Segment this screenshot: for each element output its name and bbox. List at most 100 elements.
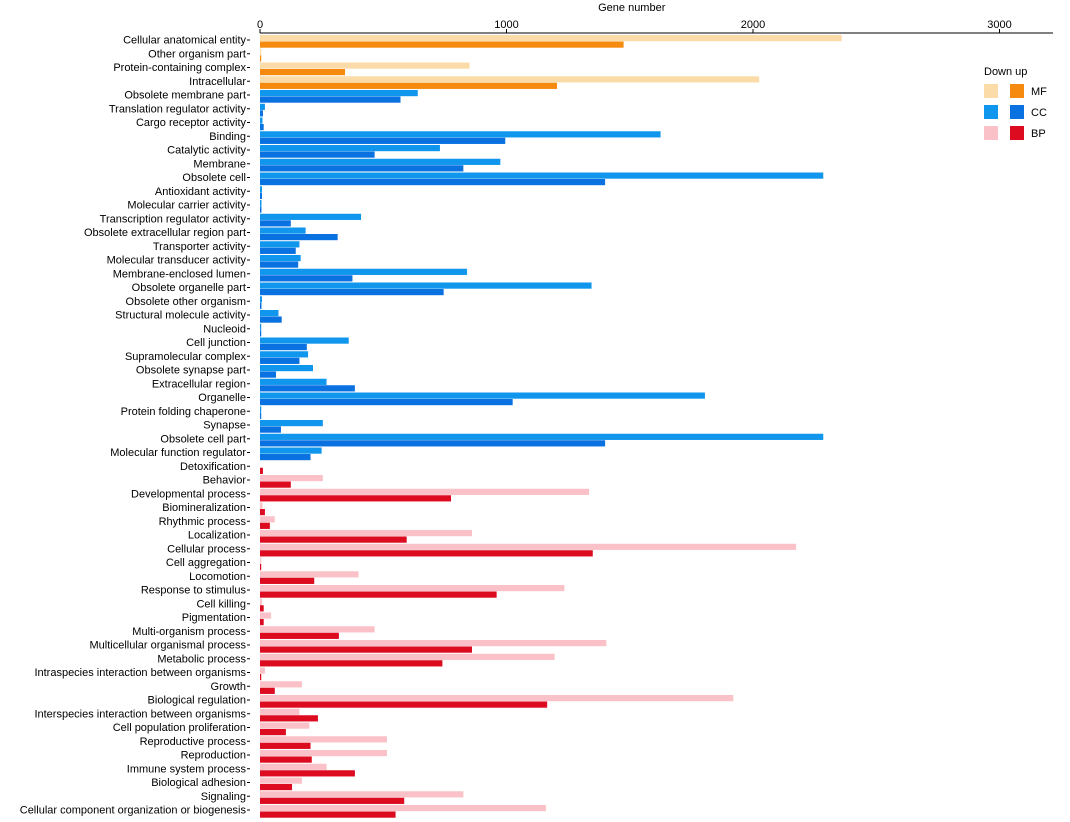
bar-up [260, 55, 262, 62]
bar-up [260, 619, 264, 626]
category-label: Translation regulator activity [109, 103, 247, 115]
bar-up [260, 756, 312, 763]
category-label: Cell aggregation [166, 557, 246, 569]
bars-group [260, 35, 842, 818]
category-label: Cellular anatomical entity [123, 35, 246, 47]
bar-up [260, 564, 262, 571]
bar-down [260, 241, 300, 248]
x-tick-label: 3000 [987, 19, 1011, 31]
bar-up [260, 495, 452, 502]
bar-down [260, 722, 310, 729]
bar-down [260, 227, 306, 234]
bar-down [260, 213, 362, 220]
bar-down [260, 653, 555, 660]
bar-down [260, 791, 464, 798]
bar-up [260, 605, 264, 612]
bar-up [260, 701, 548, 708]
bar-up [260, 660, 443, 667]
bar-up [260, 577, 315, 584]
category-label: Reproduction [181, 750, 246, 762]
bar-down [260, 736, 387, 743]
bar-down [260, 48, 262, 55]
category-label: Metabolic process [157, 653, 246, 665]
category-label: Detoxification [180, 461, 246, 473]
category-label: Multi-organism process [132, 626, 246, 638]
bar-down [260, 351, 309, 358]
bar-up [260, 261, 299, 268]
category-label: Intraspecies interaction between organis… [34, 667, 246, 679]
category-label: Nucleoid [203, 323, 246, 335]
bar-down [260, 750, 387, 757]
bar-up [260, 220, 291, 227]
bar-down [260, 406, 262, 413]
bar-up [260, 674, 262, 681]
bar-down [260, 186, 262, 193]
category-label: Cellular component organization or bioge… [20, 805, 247, 817]
category-label: Protein-containing complex [113, 62, 246, 74]
category-label: Response to stimulus [141, 585, 247, 597]
bar-up [260, 509, 265, 516]
bar-down [260, 571, 359, 578]
category-label: Transcription regulator activity [100, 213, 247, 225]
bar-up [260, 330, 262, 337]
bar-up [260, 96, 401, 103]
category-label: Signaling [201, 791, 246, 803]
category-label: Obsolete cell part [160, 433, 246, 445]
category-label: Structural molecule activity [115, 310, 246, 322]
bar-up [260, 646, 472, 653]
bar-up [260, 481, 291, 488]
bar-up [260, 247, 296, 254]
bar-down [260, 35, 842, 42]
bar-down [260, 62, 470, 69]
bar-up [260, 550, 593, 557]
bar-down [260, 365, 313, 372]
bar-down [260, 530, 472, 537]
category-label: Developmental process [131, 488, 246, 500]
legend-swatch-up [1010, 105, 1024, 119]
bar-down [260, 516, 275, 523]
category-label: Multicellular organismal process [89, 640, 246, 652]
bar-down [260, 695, 734, 702]
bar-up [260, 124, 264, 131]
category-label: Rhythmic process [159, 516, 247, 528]
bar-up [260, 742, 311, 749]
legend-swatch-down [984, 105, 998, 119]
category-label: Obsolete cell [182, 172, 246, 184]
bar-up [260, 687, 275, 694]
bar-down [260, 268, 468, 275]
x-axis-title: Gene number [598, 2, 666, 14]
x-tick-label: 0 [257, 19, 263, 31]
legend-swatch-up [1010, 84, 1024, 98]
category-label: Growth [211, 681, 246, 693]
bar-down [260, 158, 501, 165]
bar-down [260, 296, 262, 303]
category-label: Synapse [203, 420, 246, 432]
legend: Down up MF CC BP [984, 66, 1047, 140]
category-label: Behavior [203, 475, 247, 487]
bar-up [260, 412, 262, 419]
x-tick-label: 2000 [741, 19, 765, 31]
category-label: Other organism part [148, 48, 246, 60]
bar-down [260, 777, 302, 784]
bar-down [260, 543, 797, 550]
bar-down [260, 763, 327, 770]
bar-up [260, 440, 606, 447]
category-label: Cellular process [167, 543, 246, 555]
category-label: Intracellular [189, 76, 246, 88]
legend-label: CC [1031, 107, 1047, 119]
category-label: Obsolete organelle part [132, 282, 246, 294]
bar-up [260, 234, 338, 241]
category-label: Interspecies interaction between organis… [34, 708, 246, 720]
legend-label: BP [1031, 128, 1046, 140]
x-axis-ticks: 0 1000 2000 3000 [257, 19, 1012, 33]
bar-up [260, 165, 464, 172]
bar-down [260, 392, 705, 399]
bar-down [260, 805, 546, 812]
category-label: Biological adhesion [151, 777, 246, 789]
bar-down [260, 200, 262, 207]
bar-up [260, 371, 277, 378]
bar-down [260, 502, 263, 509]
bar-down [260, 488, 590, 495]
category-label: Molecular carrier activity [127, 200, 246, 212]
bar-down [260, 131, 661, 138]
